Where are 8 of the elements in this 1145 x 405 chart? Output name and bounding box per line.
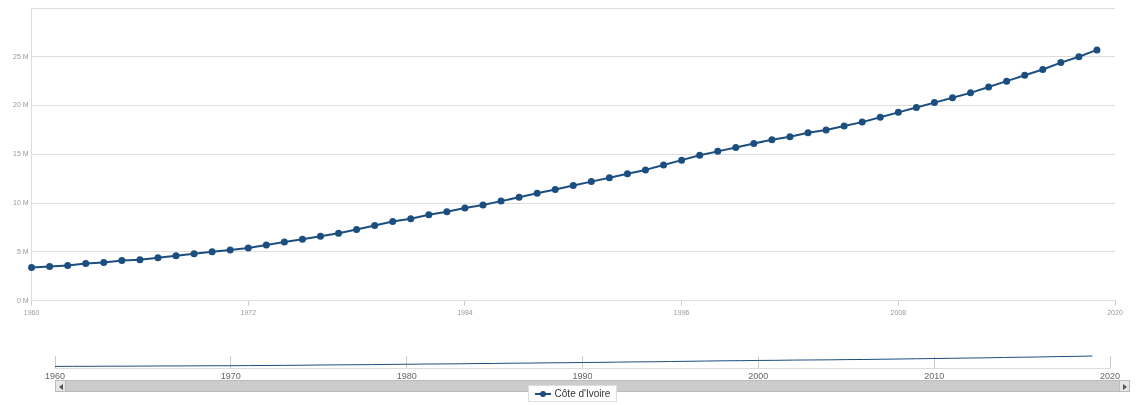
legend-label: Côte d'Ivoire — [554, 388, 611, 399]
x-tick-label: 2000 — [748, 370, 769, 381]
x-tick-label: 1960 — [44, 370, 66, 381]
x-tick-label: 2010 — [924, 370, 945, 381]
x-tick-label: 2020 — [1099, 370, 1121, 381]
x-tick-label: 1990 — [572, 370, 593, 381]
x-tick-label: 1980 — [396, 370, 417, 381]
x-tick-label: 1970 — [220, 370, 241, 381]
